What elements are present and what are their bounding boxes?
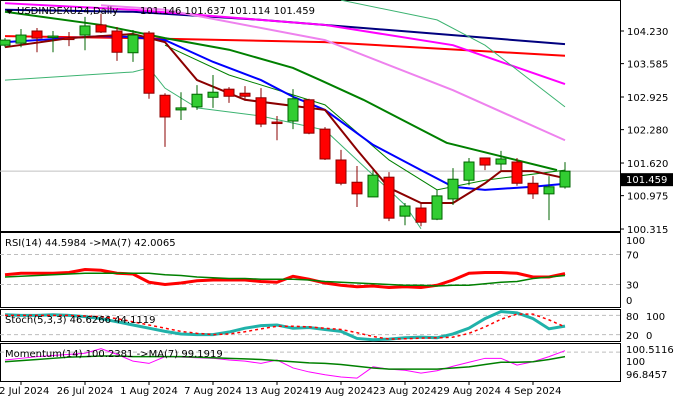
rsi-tick-label: 100 [626, 236, 645, 247]
moving-average-line [4, 2, 566, 86]
bearish-candle [271, 121, 283, 125]
bullish-candle [191, 93, 203, 108]
momentum-tick-label: 96.8457 [626, 370, 667, 381]
bearish-candle [415, 207, 427, 223]
rsi-border [0, 232, 621, 308]
stochastic-tick-label: 100 [646, 312, 665, 323]
bearish-candle [479, 157, 491, 166]
bullish-candle [15, 34, 27, 44]
bearish-candle [143, 32, 155, 94]
price-tick-label: 104.230 [627, 27, 668, 38]
bearish-candle [95, 24, 107, 33]
bearish-candle [303, 99, 315, 134]
bullish-candle [367, 174, 379, 198]
stochastic-border [0, 309, 621, 342]
dropdown-triangle-icon[interactable] [6, 10, 13, 14]
bullish-candle [207, 91, 219, 98]
rsi-line [4, 272, 566, 287]
momentum-panel[interactable]: Momentum(14) 100.2381 ->MA(7) 99.1919 100… [0, 343, 674, 382]
price-panel-border [0, 0, 621, 232]
stochastic-panel[interactable]: Stoch(5,3,3) 46.6266 44.1119 80 100 20 0 [0, 309, 665, 343]
momentum-line [4, 355, 566, 370]
bearish-candle [527, 182, 539, 195]
bullish-candle [0, 39, 11, 46]
bearish-candle [511, 161, 523, 184]
chart-header: USDINDEXU24,Daily 101.146 101.637 101.11… [6, 6, 315, 17]
bullish-candle [543, 186, 555, 195]
bullish-candle [79, 25, 91, 36]
bearish-candle [351, 181, 363, 195]
bearish-candle [223, 88, 235, 97]
moving-average-line [4, 35, 566, 57]
bearish-candle [319, 128, 331, 160]
date-axis: 22 Jul 2024 26 Jul 2024 1 Aug 2024 7 Aug 20… [0, 381, 562, 397]
momentum-tick-label: 100.5116 [626, 345, 674, 356]
current-price-label: 101.459 [626, 175, 667, 186]
bearish-candle [159, 94, 171, 118]
rsi-tick-label: 0 [626, 296, 632, 307]
price-tick-label: 102.925 [627, 93, 668, 104]
ohlc-readout: 101.146 101.637 101.114 101.459 [140, 6, 315, 17]
bearish-candle [255, 97, 267, 125]
bullish-candle [287, 98, 299, 122]
moving-average-line [4, 10, 558, 172]
date-tick-label: 7 Aug 2024 [184, 386, 242, 397]
bearish-candle [383, 176, 395, 219]
date-tick-label: 19 Aug 2024 [309, 386, 373, 397]
date-tick-label: 4 Sep 2024 [504, 386, 561, 397]
price-tick-label: 100.315 [627, 225, 668, 236]
rsi-label: RSI(14) 44.5984 ->MA(7) 42.0065 [5, 238, 176, 249]
current-price-badge [621, 173, 673, 187]
momentum-tick-label: 100 [626, 357, 645, 368]
price-panel[interactable]: 104.230 103.585 102.925 102.280 101.620 100.9… [0, 0, 673, 236]
rsi-tick-label: 30 [626, 281, 639, 292]
stochastic-tick-label: 80 [626, 312, 639, 323]
bearish-candle [63, 37, 75, 41]
price-tick-label: 101.620 [627, 159, 668, 170]
moving-average-line [4, 67, 422, 230]
price-tick-label: 102.280 [627, 126, 668, 137]
bullish-candle [463, 161, 475, 181]
date-tick-label: 1 Aug 2024 [120, 386, 178, 397]
price-tick-label: 103.585 [627, 60, 668, 71]
bearish-candle [111, 30, 123, 53]
stochastic-label: Stoch(5,3,3) 46.6266 44.1119 [5, 315, 156, 326]
momentum-label: Momentum(14) 100.2381 ->MA(7) 99.1919 [5, 349, 223, 360]
price-tick-label: 100.975 [627, 192, 668, 203]
bullish-candle [447, 178, 459, 200]
moving-average-line [4, 35, 566, 191]
bullish-candle [127, 34, 139, 54]
stochastic-tick-label: 0 [646, 331, 652, 342]
rsi-tick-label: 70 [626, 251, 639, 262]
symbol-timeframe: USDINDEXU24,Daily [17, 6, 118, 17]
momentum-border [0, 343, 621, 382]
bearish-candle [31, 30, 43, 39]
moving-average-line [164, 44, 566, 191]
bearish-candle [335, 159, 347, 184]
bullish-candle [175, 107, 187, 111]
date-tick-label: 13 Aug 2024 [245, 386, 309, 397]
rsi-panel[interactable]: RSI(14) 44.5984 ->MA(7) 42.0065 100 70 30 0 [0, 232, 645, 308]
date-tick-label: 22 Jul 2024 [0, 386, 49, 397]
moving-average-line [100, 4, 566, 142]
moving-average-line [4, 33, 566, 204]
bullish-candle [559, 170, 571, 188]
date-tick-label: 29 Aug 2024 [437, 386, 501, 397]
momentum-line [4, 348, 566, 379]
date-tick-label: 23 Aug 2024 [373, 386, 437, 397]
bullish-candle [399, 205, 411, 217]
date-tick-label: 26 Jul 2024 [57, 386, 114, 397]
bullish-candle [431, 195, 443, 220]
stochastic-tick-label: 20 [626, 331, 639, 342]
stochastic-line [5, 313, 566, 340]
bullish-candle [495, 158, 507, 165]
bearish-candle [239, 92, 251, 97]
moving-average-line [340, 0, 566, 108]
bullish-candle [47, 35, 59, 39]
